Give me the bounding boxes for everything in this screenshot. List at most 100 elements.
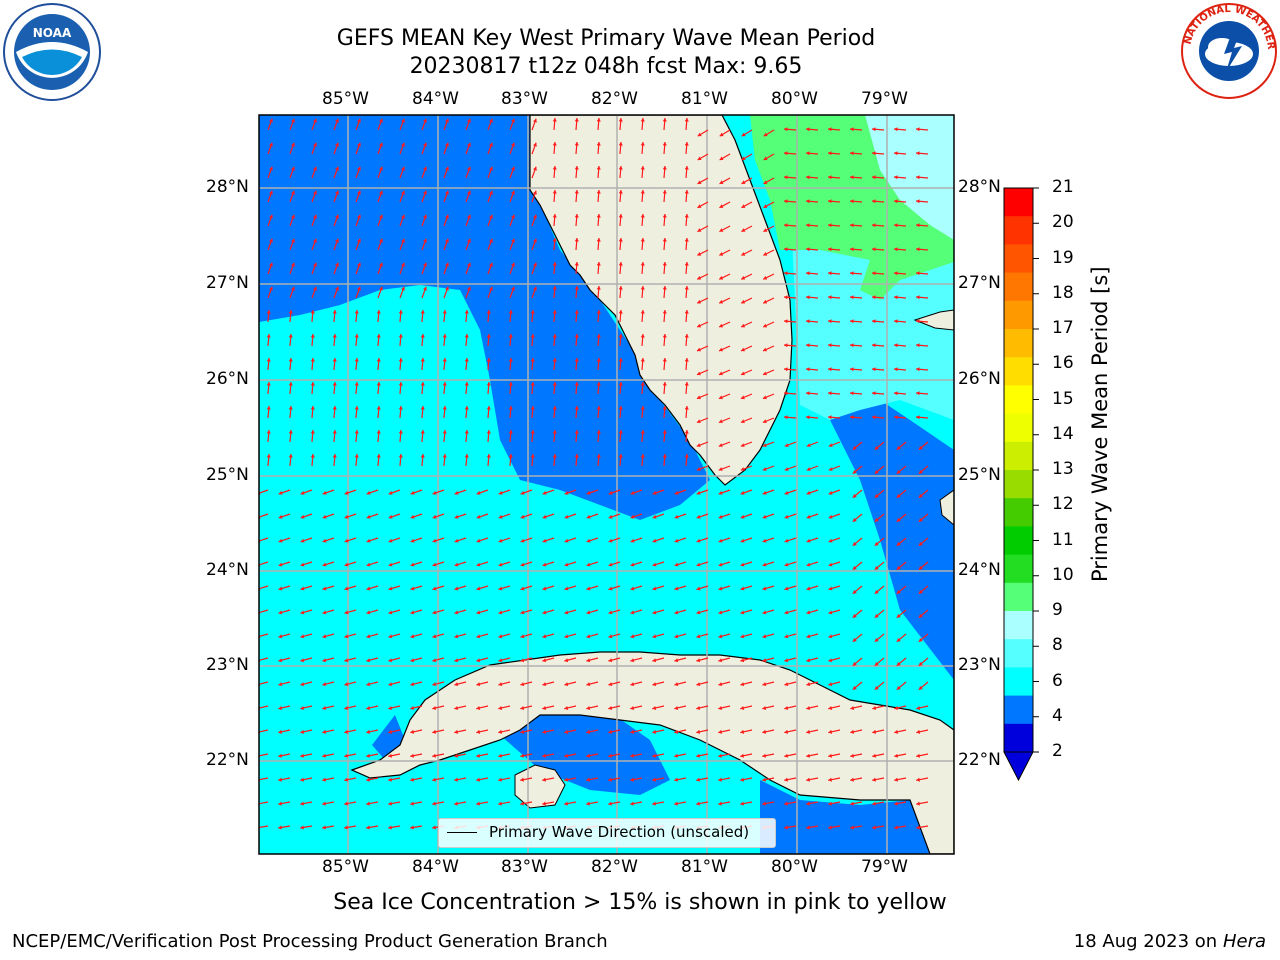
colorbar-segment xyxy=(1004,554,1033,584)
wave-arrow-head xyxy=(784,199,788,204)
colorbar-tick-label: 17 xyxy=(1052,318,1074,338)
wave-arrow-head xyxy=(288,310,293,314)
wave-arrow-head xyxy=(410,610,415,615)
lat-tick-right: 25°N xyxy=(958,465,1001,485)
wave-arrow-head xyxy=(467,190,471,195)
wave-arrow-head xyxy=(291,238,295,243)
wave-arrow-head xyxy=(300,825,304,830)
colorbar-segment xyxy=(1004,441,1033,471)
wave-arrow-head xyxy=(533,286,537,291)
wave-arrow-head xyxy=(596,358,601,362)
wave-arrow-head xyxy=(410,825,414,830)
wave-arrow-head xyxy=(467,262,471,267)
colorbar-tick-label: 20 xyxy=(1052,212,1074,233)
wave-arrow-head xyxy=(784,151,788,156)
wave-arrow-head xyxy=(401,238,405,243)
wave-arrow-head xyxy=(740,538,745,543)
wave-arrow-head xyxy=(542,658,547,663)
wave-arrow-head xyxy=(464,454,469,458)
wave-arrow-head xyxy=(489,214,493,219)
wave-arrow xyxy=(259,633,269,638)
wave-arrow-head xyxy=(618,382,623,386)
wave-arrow-head xyxy=(476,514,481,519)
wave-arrow-head xyxy=(586,658,591,663)
wave-arrow-head xyxy=(718,586,723,591)
wave-arrow-head xyxy=(918,637,923,642)
lon-tick-bottom: 80°W xyxy=(771,857,818,877)
wave-arrow-head xyxy=(511,142,515,147)
wave-arrow-head xyxy=(420,358,425,362)
wave-arrow-head xyxy=(574,238,579,242)
wave-arrow-head xyxy=(398,382,403,386)
wave-arrow-head xyxy=(376,406,381,410)
wave-arrow-head xyxy=(542,706,547,710)
wave-arrow-head xyxy=(740,419,745,424)
wave-arrow-head xyxy=(740,514,745,519)
wave-arrow-head xyxy=(376,382,381,386)
wave-arrow-head xyxy=(784,223,788,228)
wave-arrow-head xyxy=(806,562,811,567)
wave-arrow-head xyxy=(344,658,349,663)
wave-arrow-head xyxy=(741,180,746,184)
wave-arrow-head xyxy=(916,295,920,300)
wave-arrow-head xyxy=(828,658,833,663)
wave-arrow-head xyxy=(674,538,679,543)
wave-arrow-head xyxy=(850,729,855,734)
wave-arrow-head xyxy=(684,286,689,290)
wave-arrow-head xyxy=(762,753,766,758)
wave-arrow-head xyxy=(552,406,557,410)
wave-arrow-head xyxy=(762,729,767,734)
wave-arrow-head xyxy=(498,634,503,639)
wave-arrow-head xyxy=(662,406,667,410)
wave-arrow-head xyxy=(464,358,469,362)
wave-arrow-head xyxy=(696,777,700,782)
bahamas-land-2 xyxy=(939,489,954,526)
wave-arrow-head xyxy=(278,586,283,591)
wave-arrow-head xyxy=(696,706,701,710)
wave-arrow-head xyxy=(288,430,293,434)
wave-arrow-head xyxy=(806,271,810,276)
wave-arrow-head xyxy=(696,801,700,806)
wave-arrow-head xyxy=(410,706,415,710)
footer-date: 18 Aug 2023 on Hera xyxy=(1074,931,1266,952)
wave-arrow-head xyxy=(719,204,724,208)
wave-arrow-head xyxy=(894,223,898,228)
wave-arrow xyxy=(259,729,269,733)
wave-arrow-head xyxy=(618,358,623,362)
wave-arrow-head xyxy=(410,586,415,591)
wave-arrow-head xyxy=(486,430,491,434)
wave-arrow-head xyxy=(511,238,515,243)
wave-arrow-head xyxy=(806,127,810,132)
wave-arrow-head xyxy=(366,682,371,687)
wave-arrow-head xyxy=(684,238,689,242)
wave-arrow-head xyxy=(850,199,854,204)
wave-arrow-head xyxy=(322,729,327,734)
wave-arrow-head xyxy=(564,658,569,663)
wave-arrow-head xyxy=(278,825,282,830)
wave-arrow-head xyxy=(498,610,503,615)
wave-arrow-head xyxy=(530,382,535,386)
wave-arrow-head xyxy=(828,247,832,252)
wave-arrow-head xyxy=(552,334,557,338)
wave-arrow-head xyxy=(344,490,349,495)
wave-arrow-head xyxy=(608,490,613,495)
wave-arrow-head xyxy=(489,118,493,123)
wave-arrow-head xyxy=(874,589,879,594)
wave-arrow-head xyxy=(508,358,513,362)
wave-arrow-head xyxy=(454,538,459,543)
wave-arrow-head xyxy=(684,454,689,458)
wave-arrow-head xyxy=(784,634,789,639)
lon-tick-bottom: 83°W xyxy=(501,857,548,877)
wave-arrow-head xyxy=(763,156,768,160)
svg-text:NOAA: NOAA xyxy=(33,26,72,40)
wave-arrow-head xyxy=(322,490,327,495)
wave-arrow-head xyxy=(574,118,579,122)
wave-arrow-head xyxy=(784,467,789,471)
wave-arrow-head xyxy=(852,565,857,570)
wave-arrow-head xyxy=(894,271,898,276)
wave-arrow-head xyxy=(740,753,744,758)
wave-arrow-head xyxy=(445,214,449,219)
wave-arrow-head xyxy=(850,801,854,806)
wave-arrow-head xyxy=(719,228,724,232)
wave-arrow-head xyxy=(432,562,437,567)
